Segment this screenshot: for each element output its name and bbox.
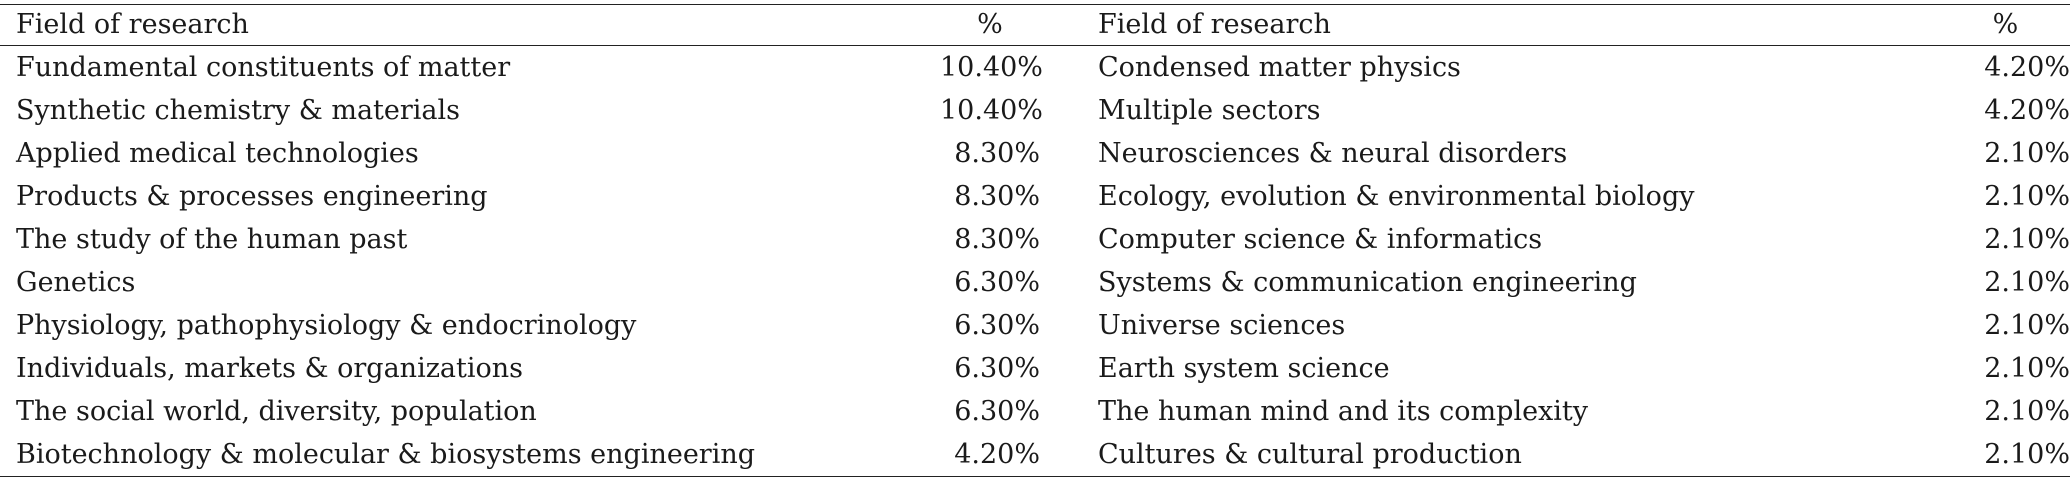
- cell-pct-left: 6.30%: [954, 396, 1040, 427]
- cell-field-right: The human mind and its complexity: [1098, 396, 1589, 427]
- cell-field-left: Biotechnology & molecular & biosystems e…: [16, 439, 756, 470]
- cell-pct-right: 2.10%: [1984, 267, 2070, 298]
- cell-field-right: Systems & communication engineering: [1098, 267, 1637, 298]
- column-gap: [1040, 46, 1098, 90]
- cell-field-left: Individuals, markets & organizations: [16, 353, 524, 384]
- table-row: Genetics 6.30% Systems & communication eng…: [0, 261, 2070, 304]
- table-row: Synthetic chemistry & materials 10.40% Mul…: [0, 89, 2070, 132]
- column-gap: [1040, 132, 1098, 175]
- table-row: Products & processes engineering 8.30% Eco…: [0, 175, 2070, 218]
- table-row: Physiology, pathophysiology & endocrinol…: [0, 304, 2070, 347]
- cell-field-right: Multiple sectors: [1098, 95, 1321, 126]
- column-gap: [1040, 175, 1098, 218]
- header-pct-left: %: [977, 9, 1003, 40]
- cell-field-right: Condensed matter physics: [1098, 52, 1461, 83]
- table-row: The social world, diversity, population 6…: [0, 390, 2070, 433]
- column-gap: [1040, 89, 1098, 132]
- cell-field-left: Genetics: [16, 267, 136, 298]
- column-gap: [1040, 433, 1098, 477]
- cell-field-right: Ecology, evolution & environmental biolo…: [1098, 181, 1695, 212]
- cell-pct-right: 2.10%: [1984, 224, 2070, 255]
- table-row: The study of the human past 8.30% Computer…: [0, 218, 2070, 261]
- table-header: Field of research % Field of research %: [0, 4, 2070, 46]
- column-gap: [1040, 390, 1098, 433]
- table-row: Fundamental constituents of matter 10.40%…: [0, 46, 2070, 90]
- cell-pct-left: 6.30%: [954, 267, 1040, 298]
- cell-pct-left: 6.30%: [954, 353, 1040, 384]
- table-body: Fundamental constituents of matter 10.40%…: [0, 46, 2070, 477]
- column-gap: [1040, 5, 1098, 46]
- table-row: Applied medical technologies 8.30% Neurosc…: [0, 132, 2070, 175]
- cell-pct-right: 2.10%: [1984, 396, 2070, 427]
- cell-pct-right: 2.10%: [1984, 181, 2070, 212]
- cell-pct-right: 4.20%: [1984, 95, 2070, 126]
- column-gap: [1040, 347, 1098, 390]
- cell-field-left: The social world, diversity, population: [16, 396, 537, 427]
- cell-field-left: Applied medical technologies: [16, 138, 419, 169]
- cell-pct-right: 2.10%: [1984, 439, 2070, 470]
- header-pct-right: %: [1992, 9, 2019, 40]
- cell-pct-right: 4.20%: [1984, 52, 2070, 83]
- cell-pct-left: 8.30%: [954, 224, 1040, 255]
- cell-field-right: Neurosciences & neural disorders: [1098, 138, 1568, 169]
- cell-field-left: Products & processes engineering: [16, 181, 488, 212]
- cell-pct-left: 8.30%: [954, 138, 1040, 169]
- cell-field-right: Earth system science: [1098, 353, 1390, 384]
- cell-pct-left: 8.30%: [954, 181, 1040, 212]
- cell-pct-right: 2.10%: [1984, 310, 2070, 341]
- cell-pct-right: 2.10%: [1984, 353, 2070, 384]
- cell-field-right: Cultures & cultural production: [1098, 439, 1522, 470]
- column-gap: [1040, 304, 1098, 347]
- cell-pct-left: 6.30%: [954, 310, 1040, 341]
- cell-field-right: Universe sciences: [1098, 310, 1346, 341]
- header-field-right: Field of research: [1098, 9, 1331, 40]
- column-gap: [1040, 261, 1098, 304]
- cell-field-left: Synthetic chemistry & materials: [16, 95, 460, 126]
- cell-pct-left: 4.20%: [954, 439, 1040, 470]
- cell-field-left: Fundamental constituents of matter: [16, 52, 511, 83]
- cell-field-left: Physiology, pathophysiology & endocrinol…: [16, 310, 637, 341]
- research-fields-table: Field of research % Field of research % …: [0, 4, 2070, 477]
- table-row: Biotechnology & molecular & biosystems e…: [0, 433, 2070, 477]
- cell-field-left: The study of the human past: [16, 224, 408, 255]
- cell-pct-left: 10.40%: [940, 52, 1043, 83]
- header-field-left: Field of research: [16, 9, 249, 40]
- cell-field-right: Computer science & informatics: [1098, 224, 1543, 255]
- cell-pct-left: 10.40%: [940, 95, 1043, 126]
- header-row: Field of research % Field of research %: [0, 4, 2070, 46]
- cell-pct-right: 2.10%: [1984, 138, 2070, 169]
- column-gap: [1040, 218, 1098, 261]
- table-row: Individuals, markets & organizations 6.30…: [0, 347, 2070, 390]
